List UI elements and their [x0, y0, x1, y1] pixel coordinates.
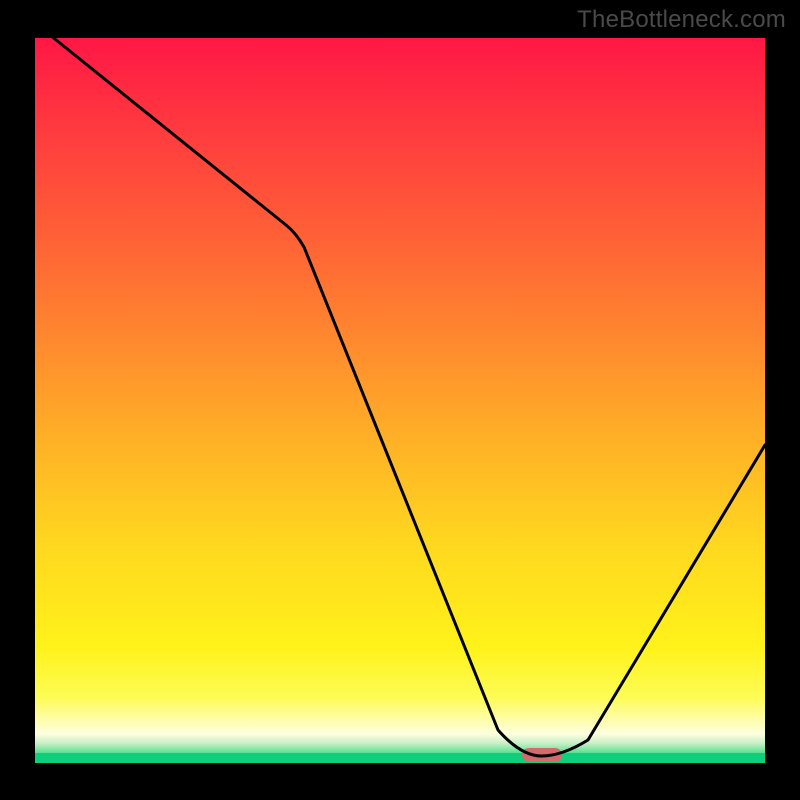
baseline-green-bar [35, 753, 765, 763]
watermark-label: TheBottleneck.com [577, 6, 786, 34]
optimal-marker [522, 748, 562, 762]
chart-canvas: TheBottleneck.com [0, 0, 800, 800]
gradient-plot-area [35, 38, 765, 763]
